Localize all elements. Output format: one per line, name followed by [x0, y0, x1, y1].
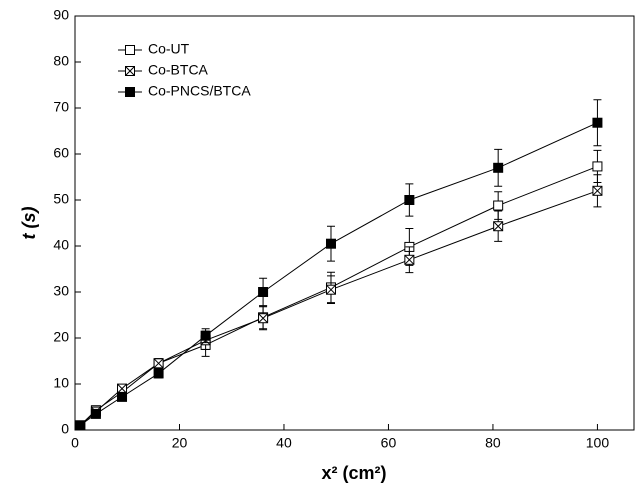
y-tick-label: 20 — [53, 329, 69, 345]
x-tick-label: 0 — [71, 435, 79, 451]
x-tick-label: 40 — [276, 435, 292, 451]
x-tick-label: 80 — [485, 435, 501, 451]
legend-marker — [125, 87, 135, 97]
data-point — [404, 195, 415, 205]
y-tick-label: 10 — [53, 375, 69, 391]
series-line — [79, 122, 598, 426]
data-point — [592, 185, 603, 196]
data-point — [117, 391, 128, 402]
data-point — [325, 284, 336, 295]
data-point — [90, 408, 101, 419]
data-point — [592, 161, 603, 172]
data-point — [117, 383, 128, 394]
legend-marker — [125, 66, 135, 76]
data-point — [592, 117, 603, 128]
legend-label: Co-PNCS/BTCA — [148, 83, 251, 99]
y-tick-label: 60 — [53, 145, 69, 161]
data-point — [493, 200, 504, 211]
data-point — [153, 368, 164, 379]
y-tick-label: 80 — [53, 53, 69, 69]
data-point — [200, 330, 211, 341]
plot-frame — [74, 15, 635, 431]
y-tick-label: 70 — [53, 99, 69, 115]
legend-label: Co-BTCA — [148, 62, 209, 78]
data-point — [258, 313, 269, 324]
y-tick-label: 90 — [53, 7, 69, 23]
y-tick-label: 40 — [53, 237, 69, 253]
series-line — [79, 190, 598, 426]
y-axis-title: t (s) — [19, 207, 39, 240]
series-line — [79, 165, 598, 426]
data-point — [493, 221, 504, 232]
data-point — [493, 162, 504, 173]
data-point — [153, 358, 164, 369]
legend-label: Co-UT — [148, 41, 190, 57]
y-tick-label: 0 — [61, 421, 69, 437]
x-tick-label: 60 — [381, 435, 397, 451]
x-tick-label: 20 — [172, 435, 188, 451]
legend-marker — [125, 45, 135, 55]
y-tick-label: 30 — [53, 283, 69, 299]
data-point — [258, 287, 269, 297]
x-tick-label: 100 — [586, 435, 610, 451]
data-point — [404, 254, 415, 265]
x-axis-title: x² (cm²) — [321, 463, 386, 483]
y-tick-label: 50 — [53, 191, 69, 207]
data-point — [75, 420, 86, 431]
data-point — [325, 238, 336, 249]
